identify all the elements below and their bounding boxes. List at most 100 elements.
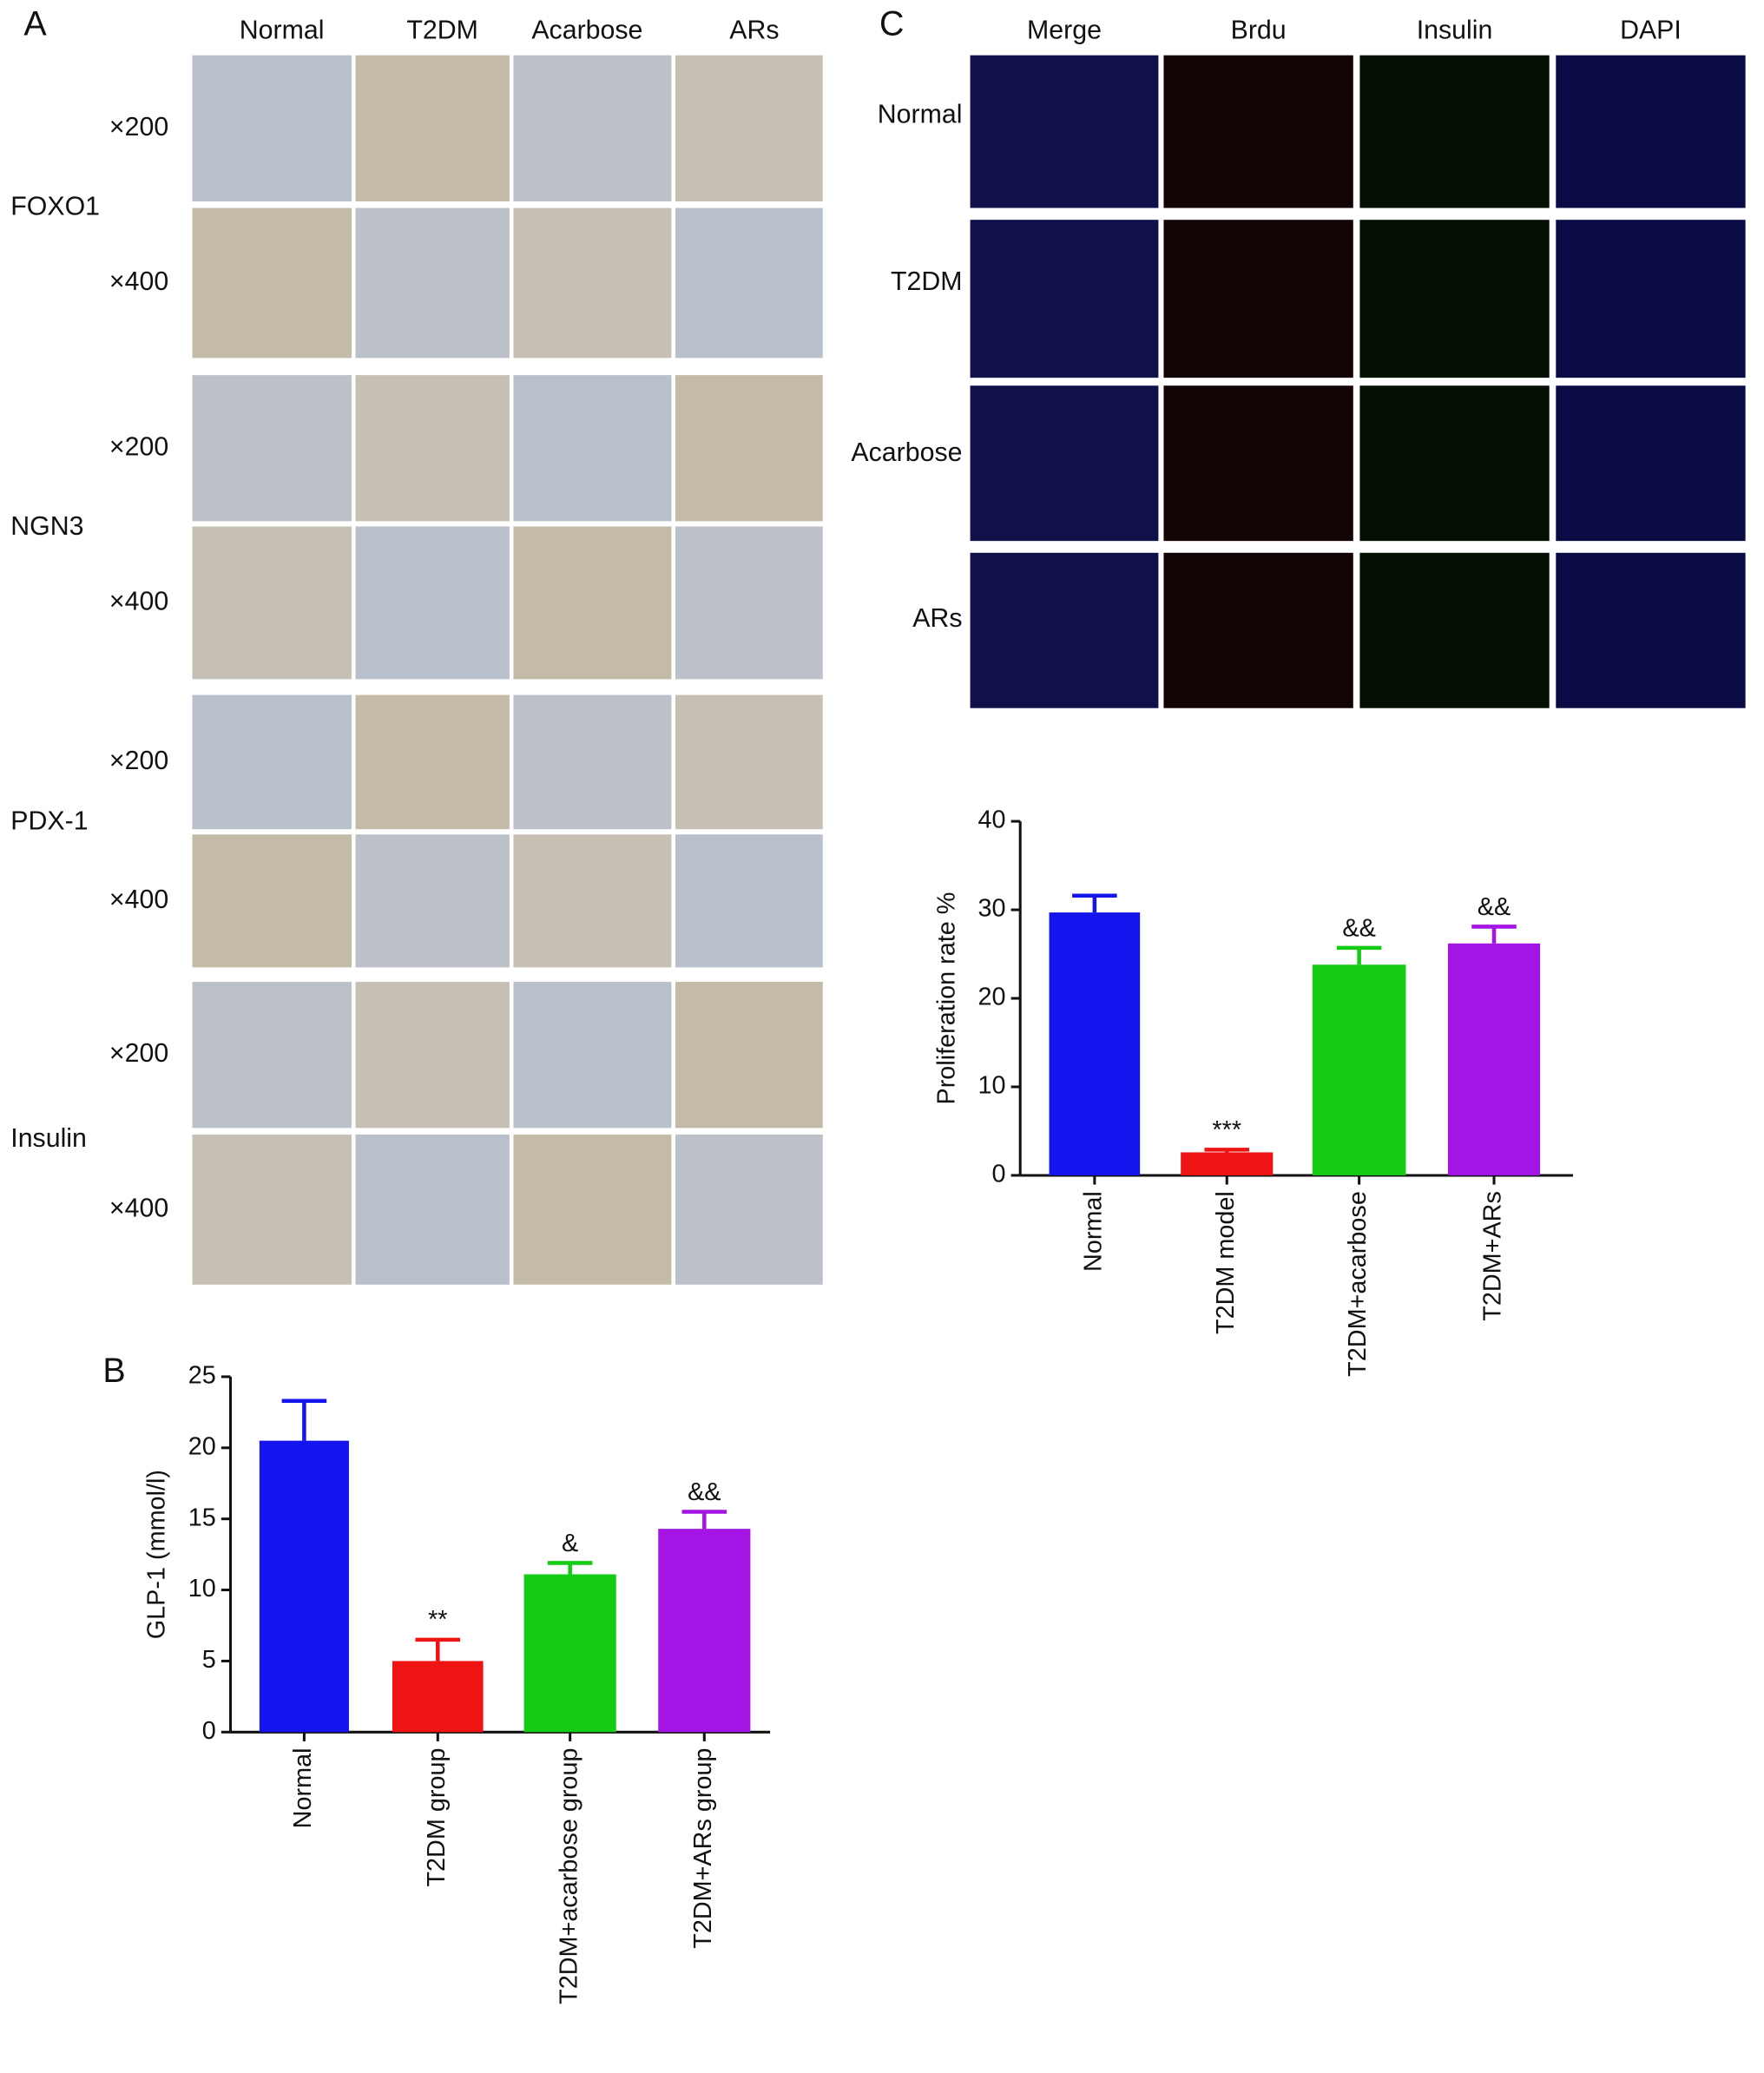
row-label: ARs	[912, 604, 962, 633]
column-header: Normal	[240, 16, 325, 44]
y-tick-label: 20	[188, 1432, 216, 1460]
micrograph	[675, 982, 823, 1129]
micrograph	[355, 834, 510, 968]
fluorescence-image	[1359, 552, 1550, 708]
micrograph	[675, 834, 823, 968]
bar	[259, 1440, 349, 1733]
x-tick-label: T2DM+ARs	[1479, 1191, 1507, 1321]
significance-label: ***	[1212, 1116, 1241, 1144]
micrograph	[355, 1134, 510, 1285]
column-header: ARs	[729, 16, 779, 44]
fluorescence-image	[1163, 220, 1353, 378]
row-label: Insulin	[10, 1124, 87, 1153]
y-axis-label: GLP-1 (mmol/l)	[143, 1470, 171, 1639]
significance-label: &&	[1478, 893, 1511, 921]
micrograph	[675, 207, 823, 359]
x-tick-label: T2DM group	[423, 1748, 451, 1887]
x-tick-label: Normal	[1079, 1191, 1107, 1272]
magnification-label: ×400	[109, 885, 168, 914]
micrograph	[513, 1134, 672, 1285]
bar	[1447, 943, 1541, 1175]
micrograph	[513, 982, 672, 1129]
row-label: Acarbose	[851, 438, 962, 467]
column-header: T2DM	[406, 16, 478, 44]
y-tick-label: 30	[977, 895, 1005, 923]
micrograph	[192, 1134, 352, 1285]
row-label: NGN3	[10, 512, 83, 541]
fluorescence-image	[970, 220, 1159, 378]
row-label: FOXO1	[10, 193, 100, 221]
y-tick-label: 10	[188, 1575, 216, 1602]
fluorescence-image	[1556, 55, 1746, 208]
y-tick-label: 15	[188, 1504, 216, 1531]
fluorescence-image	[1359, 55, 1550, 208]
micrograph	[675, 694, 823, 830]
x-tick-label: T2DM+ARs group	[689, 1748, 717, 1949]
micrograph	[192, 207, 352, 359]
bar	[523, 1574, 616, 1733]
row-label: Normal	[878, 100, 963, 128]
bar	[1181, 1152, 1274, 1175]
y-tick-label: 5	[202, 1646, 216, 1674]
magnification-label: ×200	[109, 1039, 168, 1068]
fluorescence-image	[1359, 385, 1550, 542]
magnification-label: ×400	[109, 587, 168, 615]
micrograph	[192, 55, 352, 201]
micrograph	[192, 982, 352, 1129]
micrograph	[192, 834, 352, 968]
fluorescence-image	[1163, 385, 1353, 542]
bar	[658, 1529, 751, 1733]
magnification-label: ×200	[109, 747, 168, 775]
micrograph	[355, 207, 510, 359]
fluorescence-image	[1163, 55, 1353, 208]
x-tick-label: T2DM+acarbose group	[555, 1748, 583, 2004]
magnification-label: ×200	[109, 432, 168, 461]
micrograph	[675, 55, 823, 201]
column-header: DAPI	[1620, 16, 1682, 44]
column-header: Brdu	[1231, 16, 1287, 44]
micrograph	[355, 55, 510, 201]
micrograph	[675, 375, 823, 522]
y-tick-label: 0	[992, 1161, 1006, 1188]
column-header: Merge	[1027, 16, 1102, 44]
bar	[1312, 964, 1406, 1175]
micrograph	[513, 55, 672, 201]
y-axis-label: Proliferation rate %	[932, 892, 960, 1105]
x-tick-label: T2DM model	[1212, 1191, 1240, 1334]
panel-label: B	[102, 1352, 125, 1390]
micrograph	[513, 207, 672, 359]
panel-label: A	[23, 5, 47, 43]
column-header: Insulin	[1417, 16, 1493, 44]
micrograph	[513, 694, 672, 830]
significance-label: **	[428, 1606, 447, 1634]
magnification-label: ×400	[109, 267, 168, 296]
y-tick-label: 40	[977, 806, 1005, 834]
magnification-label: ×400	[109, 1194, 168, 1222]
y-tick-label: 10	[977, 1072, 1005, 1100]
micrograph	[355, 982, 510, 1129]
y-tick-label: 25	[188, 1362, 216, 1390]
fluorescence-image	[970, 385, 1159, 542]
x-tick-label: T2DM+acarbose	[1344, 1191, 1372, 1377]
micrograph	[675, 526, 823, 680]
bar	[1049, 912, 1141, 1175]
significance-label: &&	[1342, 914, 1375, 942]
row-label: T2DM	[891, 267, 963, 296]
fluorescence-image	[970, 55, 1159, 208]
fluorescence-image	[1163, 552, 1353, 708]
fluorescence-image	[970, 552, 1159, 708]
fluorescence-image	[1556, 220, 1746, 378]
panel-label: C	[879, 5, 904, 43]
fluorescence-image	[1556, 385, 1746, 542]
micrograph	[192, 526, 352, 680]
micrograph	[355, 526, 510, 680]
bar	[392, 1661, 484, 1733]
micrograph	[513, 375, 672, 522]
micrograph	[355, 375, 510, 522]
magnification-label: ×200	[109, 113, 168, 141]
significance-label: &&	[688, 1478, 721, 1506]
micrograph	[675, 1134, 823, 1285]
fluorescence-image	[1359, 220, 1550, 378]
row-label: PDX-1	[10, 807, 88, 836]
